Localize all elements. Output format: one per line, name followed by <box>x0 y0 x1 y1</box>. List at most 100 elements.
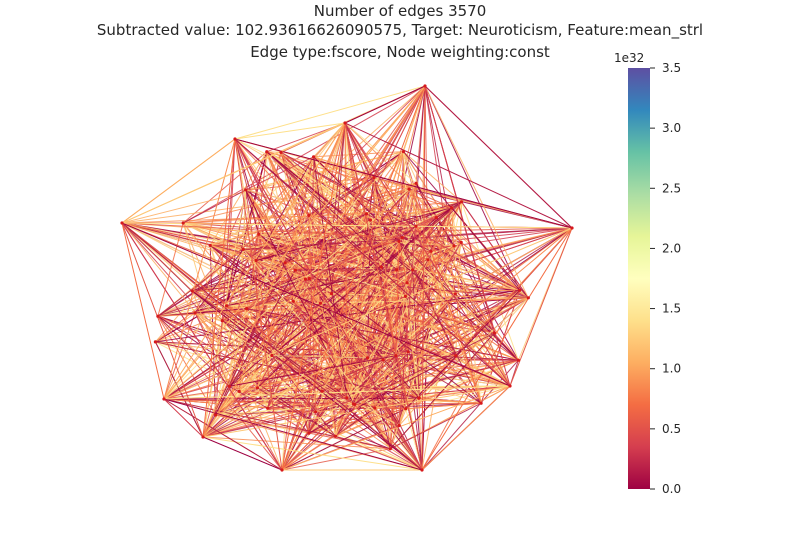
graph-edge <box>370 219 432 252</box>
graph-node <box>279 150 283 154</box>
graph-edge <box>182 222 283 471</box>
graph-edge <box>424 85 511 387</box>
graph-edge <box>234 138 283 471</box>
graph-edge <box>202 436 391 450</box>
graph-edge <box>281 122 346 471</box>
graph-edge <box>292 301 348 399</box>
graph-edge <box>163 398 283 471</box>
colorbar-gradient <box>628 68 650 489</box>
graph-edge <box>234 138 511 387</box>
graph-edge <box>255 152 282 261</box>
title-line-1: Number of edges 3570 <box>313 2 487 20</box>
graph-edge <box>308 214 382 268</box>
graph-edge <box>418 297 529 399</box>
graph-edge <box>255 207 452 261</box>
edge-layer <box>121 85 573 471</box>
graph-node <box>508 384 512 388</box>
graph-edge <box>245 189 260 235</box>
graph-node <box>394 354 398 358</box>
graph-edge <box>121 138 236 224</box>
graph-edge <box>315 297 529 413</box>
graph-edge <box>243 227 573 250</box>
graph-edge <box>163 188 410 400</box>
graph-node <box>193 311 197 315</box>
colorbar-tick-label: 1.5 <box>662 302 681 316</box>
graph-node <box>233 137 237 141</box>
graph-edge <box>398 226 417 426</box>
graph-edge <box>292 85 426 302</box>
graph-node <box>245 306 249 311</box>
graph-edge <box>202 156 315 438</box>
graph-node <box>343 121 347 125</box>
graph-edge <box>191 233 260 292</box>
graph-edge <box>403 151 462 203</box>
graph-node <box>190 289 194 293</box>
colorbar-exponent-label: 1e32 <box>614 51 644 65</box>
graph-node <box>352 402 357 406</box>
graph-edge <box>321 225 417 392</box>
graph-edge <box>353 332 495 405</box>
graph-edge <box>331 122 346 294</box>
graph-node <box>414 224 418 228</box>
graph-edge <box>321 183 417 392</box>
graph-node <box>404 407 408 411</box>
graph-node <box>283 261 287 265</box>
graph-edge <box>182 222 244 250</box>
graph-edge <box>308 278 420 399</box>
graph-edge <box>408 188 511 387</box>
graph-node <box>450 206 454 210</box>
graph-edge <box>255 182 417 261</box>
graph-edge <box>256 85 426 389</box>
graph-edge <box>480 290 521 404</box>
graph-node <box>364 212 369 216</box>
graph-node <box>237 389 241 393</box>
graph-node <box>307 431 311 435</box>
graph-edge <box>344 85 426 124</box>
graph-edge <box>344 122 511 387</box>
graph-edge <box>424 85 573 229</box>
graph-edge <box>202 269 296 438</box>
graph-edge <box>155 341 354 405</box>
graph-edge <box>281 188 410 471</box>
graph-edge <box>280 152 495 334</box>
graph-node <box>365 356 370 360</box>
graph-edge <box>346 296 406 399</box>
graph-node <box>406 350 410 354</box>
graph-edge <box>293 293 332 302</box>
graph-edge <box>215 355 397 416</box>
graph-edge <box>281 227 573 471</box>
graph-node <box>320 389 324 393</box>
graph-edge <box>509 227 573 387</box>
graph-edge <box>163 122 346 400</box>
graph-node <box>244 188 248 192</box>
graph-edge <box>421 227 573 471</box>
graph-node <box>397 239 401 243</box>
graph-edge <box>280 151 417 227</box>
graph-node <box>225 304 229 308</box>
graph-edge <box>191 290 423 471</box>
graph-edge <box>267 301 294 409</box>
graph-edge <box>202 138 236 438</box>
graph-edge <box>271 207 453 356</box>
graph-edge <box>415 226 482 404</box>
graph-edge <box>234 138 573 229</box>
colorbar-ticks: 0.0 0.5 1.0 1.5 2.0 2.5 3.0 3.5 <box>650 61 681 496</box>
graph-edge <box>121 222 244 250</box>
graph-edge <box>353 403 423 471</box>
graph-edge <box>344 122 348 398</box>
graph-edge <box>285 240 400 264</box>
node-layer <box>120 84 574 472</box>
graph-node <box>120 221 124 225</box>
graph-edge <box>202 385 511 438</box>
graph-edge <box>192 290 420 399</box>
graph-edge <box>202 122 346 438</box>
graph-node <box>397 423 401 428</box>
graph-edge <box>226 297 529 307</box>
graph-node <box>429 249 433 253</box>
graph-edge <box>293 300 384 361</box>
graph-edge <box>354 293 456 405</box>
graph-edge <box>194 249 244 314</box>
graph-node <box>291 299 295 303</box>
graph-edge <box>421 385 511 471</box>
graph-node <box>241 247 245 251</box>
